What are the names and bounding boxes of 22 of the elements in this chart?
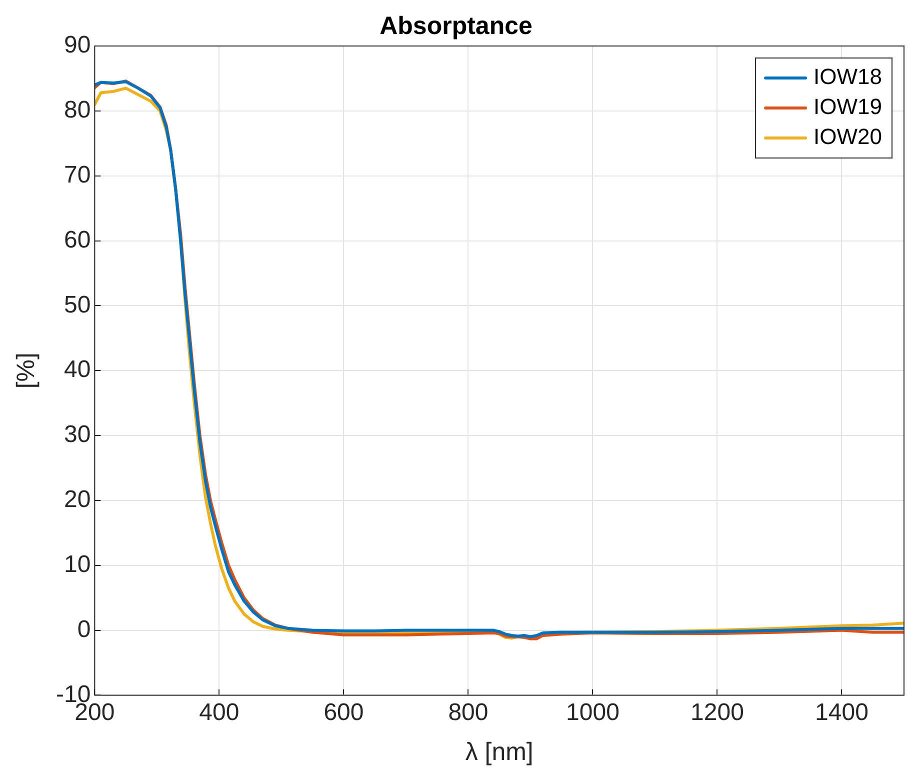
- y-tick-label: 80: [64, 96, 91, 124]
- x-tick-label: 400: [199, 699, 240, 726]
- y-tick-label: 90: [64, 32, 91, 59]
- x-tick-label: 800: [448, 699, 488, 726]
- x-tick-label: 600: [324, 699, 364, 726]
- y-tick-label: 30: [64, 421, 91, 448]
- x-tick-label: 1000: [566, 699, 620, 726]
- chart-title: Absorptance: [380, 12, 532, 40]
- legend-label: IOW19: [814, 94, 882, 120]
- x-tick-label: 1200: [690, 699, 744, 726]
- y-axis-title: [%]: [12, 352, 40, 389]
- y-tick-label: 50: [64, 291, 91, 318]
- x-tick-label: 1400: [815, 699, 868, 726]
- y-tick-label: 40: [64, 356, 91, 384]
- legend-label: IOW18: [814, 64, 882, 90]
- x-axis-title: λ [nm]: [465, 738, 534, 766]
- y-tick-label: 0: [77, 616, 91, 643]
- y-tick-label: 60: [64, 226, 91, 254]
- y-tick-label: 10: [64, 550, 91, 578]
- y-tick-label: 70: [64, 161, 91, 188]
- legend-label: IOW20: [814, 124, 882, 150]
- y-tick-label: 20: [64, 486, 91, 514]
